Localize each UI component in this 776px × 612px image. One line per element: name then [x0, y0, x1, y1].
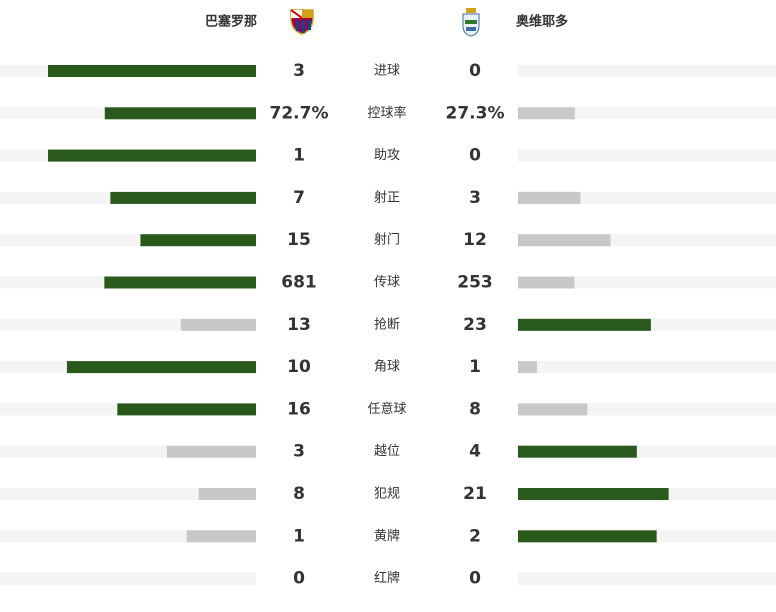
home-bar: [180, 318, 256, 331]
away-bar: [518, 107, 575, 120]
home-value: 8: [293, 484, 305, 504]
stat-label: 控球率: [367, 105, 406, 121]
away-bar: [518, 191, 581, 204]
away-bar: [518, 445, 637, 458]
away-value: 1: [469, 357, 481, 377]
away-track: [518, 276, 776, 289]
stat-label: 黄牌: [374, 528, 400, 544]
away-value: 253: [457, 273, 493, 293]
away-value: 12: [463, 230, 487, 250]
away-bar: [518, 530, 657, 543]
away-value: 23: [463, 315, 487, 335]
stat-label: 犯规: [374, 487, 400, 502]
home-value: 1: [293, 526, 305, 546]
stat-label: 传球: [374, 275, 400, 290]
stat-label: 红牌: [374, 570, 400, 586]
stat-label: 越位: [374, 444, 400, 459]
away-track: [518, 149, 776, 162]
home-value: 72.7%: [270, 103, 329, 123]
away-value: 0: [469, 569, 481, 589]
home-value: 3: [293, 442, 305, 462]
away-bar: [518, 361, 537, 374]
home-bar: [166, 445, 256, 458]
home-bar: [198, 488, 256, 500]
home-bar: [104, 276, 256, 289]
home-value: 13: [287, 315, 311, 335]
away-value: 21: [463, 484, 487, 504]
home-bar: [140, 234, 256, 247]
home-value: 10: [287, 357, 311, 377]
stat-label: 助攻: [374, 148, 400, 163]
home-value: 1: [293, 146, 305, 166]
away-track: [518, 361, 776, 374]
away-bar: [518, 318, 651, 331]
away-value: 4: [469, 442, 481, 462]
home-value: 15: [287, 230, 311, 250]
away-value: 27.3%: [446, 103, 505, 123]
away-value: 0: [469, 146, 481, 166]
home-bar: [186, 530, 256, 543]
away-value: 8: [469, 399, 481, 419]
home-bar: [66, 361, 256, 374]
away-value: 0: [469, 61, 481, 81]
stat-label: 进球: [374, 64, 400, 79]
stat-label: 角球: [374, 360, 400, 375]
home-track: [0, 488, 256, 500]
stat-label: 抢断: [374, 316, 400, 332]
stat-label: 任意球: [367, 401, 406, 417]
home-logo: [290, 9, 314, 35]
home-team-name: 巴塞罗那: [205, 14, 257, 30]
away-value: 3: [469, 188, 481, 208]
away-bar: [518, 234, 611, 247]
stat-label: 射正: [374, 189, 400, 205]
away-bar: [518, 403, 588, 416]
home-value: 681: [281, 273, 317, 293]
home-bar: [104, 107, 256, 120]
home-bar: [117, 403, 256, 416]
stat-label: 射门: [374, 232, 400, 248]
away-track: [518, 572, 776, 585]
away-logo: [462, 8, 480, 37]
away-bar: [518, 276, 575, 289]
away-track: [518, 191, 776, 204]
home-value: 16: [287, 399, 311, 419]
home-bar: [48, 65, 256, 77]
away-team-name: 奥维耶多: [516, 14, 568, 30]
away-track: [518, 65, 776, 77]
home-bar: [110, 191, 257, 204]
home-track: [0, 572, 256, 585]
home-bar: [48, 149, 256, 162]
away-track: [518, 107, 776, 120]
home-value: 3: [293, 61, 305, 81]
home-value: 0: [293, 569, 305, 589]
away-value: 2: [469, 526, 481, 546]
away-bar: [518, 488, 669, 500]
home-value: 7: [293, 188, 305, 208]
